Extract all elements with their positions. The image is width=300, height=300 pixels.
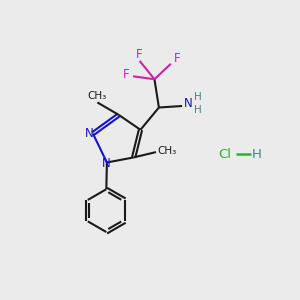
Text: F: F [136, 48, 142, 62]
Text: H: H [252, 148, 262, 161]
Text: CH₃: CH₃ [87, 91, 106, 101]
Text: Cl: Cl [218, 148, 231, 161]
Text: H: H [194, 106, 201, 116]
Text: CH₃: CH₃ [158, 146, 177, 157]
Text: N: N [184, 97, 192, 110]
Text: N: N [84, 127, 93, 140]
Text: N: N [102, 157, 111, 169]
Text: H: H [194, 92, 201, 102]
Text: F: F [173, 52, 180, 65]
Text: F: F [123, 68, 130, 81]
